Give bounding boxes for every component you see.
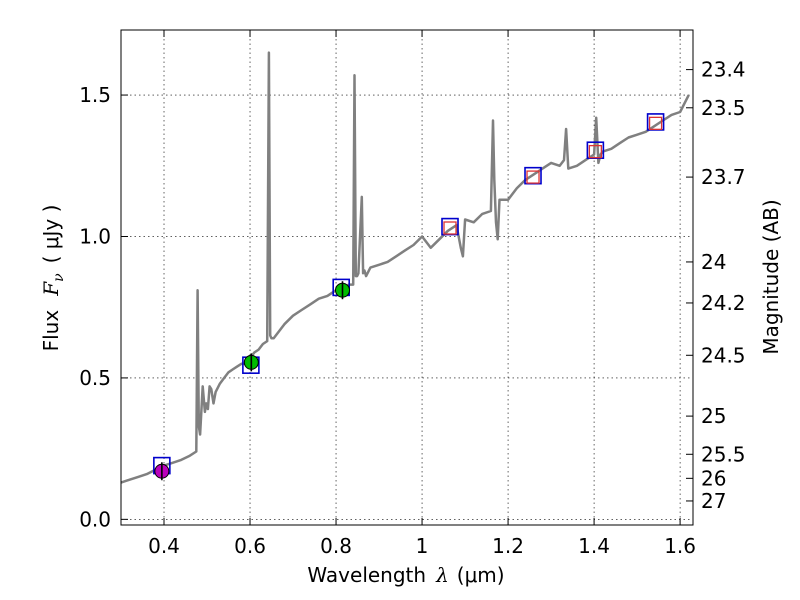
magnitude-tick-label: 24.2 [701,291,746,315]
y-tick-label: 1.0 [79,224,111,248]
model-square-red [648,116,663,130]
magnitude-tick-label: 25.5 [701,442,746,466]
photometry-markers [153,113,665,481]
x-tick-label: 0.6 [234,534,266,558]
right-axis-title: Magnitude (AB) [759,199,783,354]
x-axis-ticks: 0.4 0.6 0.8 1 1.2 1.4 1.6 [148,30,696,558]
y-tick-label: 0.5 [79,366,111,390]
x-tick-label: 1.2 [492,534,524,558]
model-square-red [443,221,457,235]
grid-lines [121,30,693,525]
y-axis-label-text: Flux [39,310,63,352]
x-tick-label: 1.6 [664,534,696,558]
plot-frame [120,29,694,526]
model-square-red [588,144,603,159]
magnitude-tick-label: 24.5 [701,343,746,367]
x-axis-symbol: λ [435,563,449,587]
x-axis-unit: (μm) [457,563,505,587]
model-square-red [526,170,540,184]
x-tick-label: 1.4 [578,534,610,558]
y-axis-subscript: ν [51,273,67,282]
y-axis-ticks: 0.0 0.5 1.0 1.5 [79,83,128,531]
x-tick-label: 0.4 [148,534,180,558]
spectrum-series [121,51,690,484]
x-tick-label: 1 [416,534,429,558]
y-axis-unit: ( μJy ) [39,205,63,264]
x-axis-title: Wavelength λ (μm) [307,563,504,587]
magnitude-tick-label: 23.7 [701,165,746,189]
magnitude-tick-label: 23.4 [701,58,746,82]
y-tick-label: 1.5 [79,83,111,107]
x-tick-label: 0.8 [320,534,352,558]
y-axis-symbol: F [39,281,63,297]
magnitude-tick-label: 23.5 [701,96,746,120]
magnitude-tick-label: 24 [701,250,726,274]
spectrum-line [121,51,690,484]
x-axis-label-text: Wavelength [307,563,426,587]
magnitude-tick-label: 25 [701,404,726,428]
magnitude-tick-label: 26 [701,466,726,490]
y-tick-label: 0.0 [79,507,111,531]
magnitude-tick-label: 27 [701,489,726,513]
y-axis-title: Flux Fν ( μJy ) [39,205,67,352]
